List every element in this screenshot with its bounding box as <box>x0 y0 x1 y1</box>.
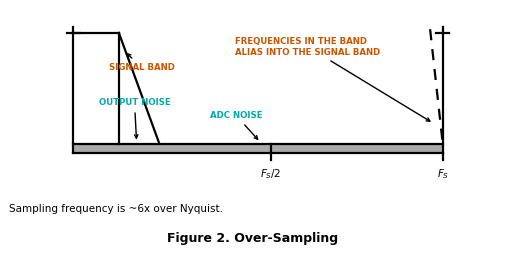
Text: $F_S/2$: $F_S/2$ <box>260 167 281 181</box>
Text: FREQUENCIES IN THE BAND
ALIAS INTO THE SIGNAL BAND: FREQUENCIES IN THE BAND ALIAS INTO THE S… <box>235 37 429 121</box>
Text: SIGNAL BAND: SIGNAL BAND <box>109 54 174 72</box>
Text: $F_S$: $F_S$ <box>436 167 448 181</box>
Text: Sampling frequency is ~6x over Nyquist.: Sampling frequency is ~6x over Nyquist. <box>9 204 223 214</box>
Text: Figure 2. Over-Sampling: Figure 2. Over-Sampling <box>167 232 338 245</box>
Text: OUTPUT NOISE: OUTPUT NOISE <box>98 98 170 138</box>
Bar <box>73 144 442 153</box>
Text: ADC NOISE: ADC NOISE <box>210 111 262 139</box>
